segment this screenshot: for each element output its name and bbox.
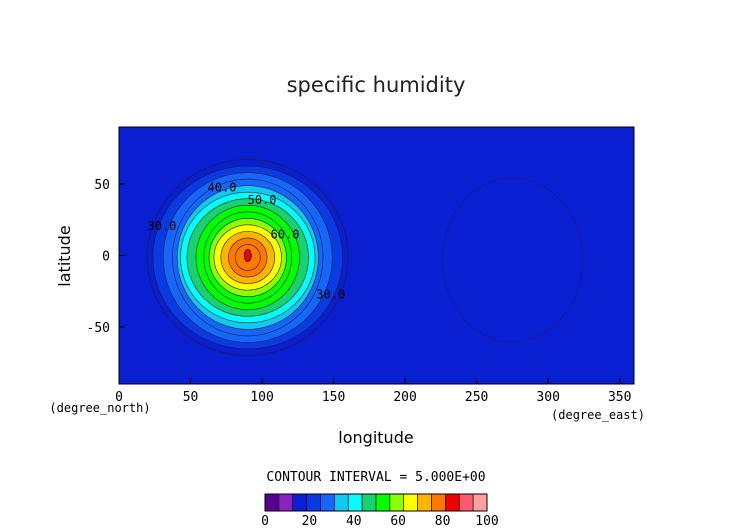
contour-line [180, 191, 316, 324]
chart-title: specific humidity [287, 73, 466, 97]
contour-lines [146, 159, 583, 356]
peak-marker [243, 249, 252, 262]
contour-line [203, 211, 292, 304]
y-tick-label: 0 [102, 250, 110, 265]
contour-labels: 40.0 50.0 60.0 30.0 30.0 [147, 180, 345, 301]
colorbar-tick-label: 100 [475, 514, 498, 529]
plot-area: 40.0 50.0 60.0 30.0 30.0 [118, 126, 635, 385]
contour-line [186, 198, 309, 317]
colorbar-tick-labels: 0 20 40 60 80 100 [261, 514, 499, 529]
colorbar-swatch [375, 493, 391, 512]
colorbar-frame [264, 493, 488, 512]
x-tick-label: 150 [322, 390, 345, 405]
contour-label: 30.0 [316, 287, 345, 301]
contour-label: 60.0 [270, 227, 299, 241]
x-tick-label: 0 [115, 390, 123, 405]
colorbar-swatch [445, 493, 460, 512]
colorbar-swatch [403, 493, 418, 512]
x-tick-label: 50 [183, 390, 199, 405]
colorbar-swatch [417, 493, 432, 512]
colorbar-tick-label: 60 [390, 514, 406, 529]
x-tick-label: 100 [250, 390, 273, 405]
colorbar [264, 493, 488, 512]
contour-line [152, 165, 343, 350]
contour-line-east [442, 177, 583, 343]
contour-label: 30.0 [147, 219, 176, 233]
colorbar-swatch [278, 493, 294, 512]
contour-line [220, 231, 275, 284]
contour-line [146, 159, 349, 356]
colorbar-swatch [347, 493, 363, 512]
contour-label: 40.0 [208, 180, 237, 194]
contour-line [176, 185, 319, 330]
y-axis-label: latitude [55, 225, 74, 286]
colorbar-swatch [361, 493, 377, 512]
contour-line [234, 244, 261, 271]
contour-line [228, 237, 268, 278]
contour-line [208, 218, 287, 298]
colorbar-tick-label: 40 [346, 514, 362, 529]
x-tick-label: 350 [608, 390, 631, 405]
colorbar-swatch [292, 493, 307, 512]
x-tick-label: 250 [465, 390, 488, 405]
colorbar-tick-label: 0 [261, 514, 269, 529]
colorbar-swatch [458, 493, 474, 512]
colorbar-swatch [264, 493, 280, 512]
x-axis-label: longitude [338, 428, 413, 447]
contour-line [213, 224, 282, 291]
colorbar-swatch [320, 493, 335, 512]
colorbar-swatch [389, 493, 405, 512]
colorbar-tick-label: 80 [435, 514, 451, 529]
contour-fills [147, 159, 349, 356]
contour-label: 50.0 [248, 193, 277, 207]
x-tick-label: 200 [393, 390, 416, 405]
colorbar-swatch [472, 493, 488, 512]
colorbar-swatch [431, 493, 446, 512]
contour-interval-note: CONTOUR INTERVAL = 5.000E+00 [266, 470, 485, 485]
colorbar-swatch [334, 493, 349, 512]
contour-line [172, 178, 324, 337]
y-axis-ticks: 50 0 -50 [87, 178, 125, 336]
contour-line [162, 172, 333, 343]
y-tick-label: 50 [94, 178, 110, 193]
colorbar-swatch [306, 493, 321, 512]
y-unit-label: (degree_north) [49, 401, 150, 415]
x-axis-ticks: 0 50 100 150 200 250 300 350 [115, 378, 631, 405]
contour-line [195, 204, 300, 311]
x-tick-label: 300 [536, 390, 559, 405]
x-unit-label: (degree_east) [551, 408, 645, 422]
y-tick-label: -50 [87, 321, 110, 336]
colorbar-tick-label: 20 [302, 514, 318, 529]
